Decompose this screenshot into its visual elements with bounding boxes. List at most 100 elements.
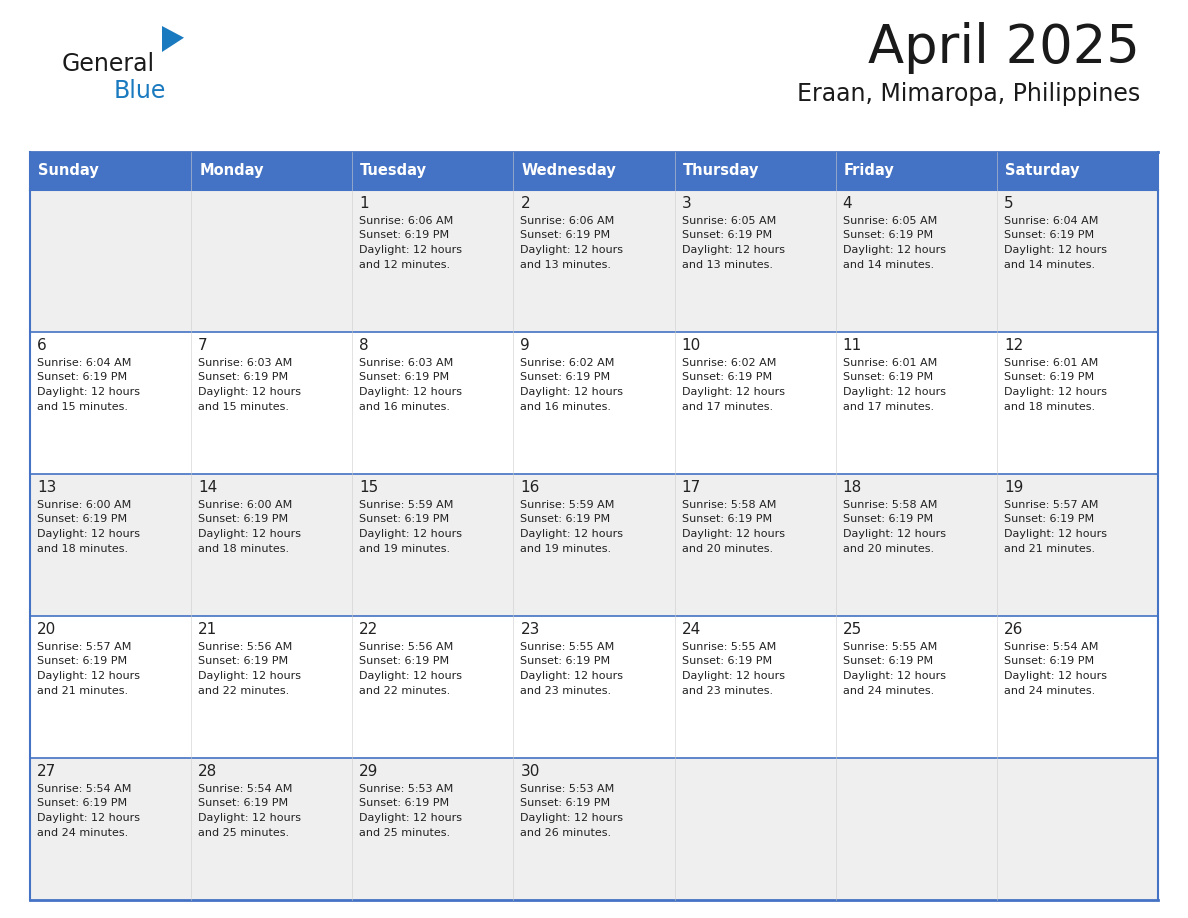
Text: Sunrise: 5:58 AM: Sunrise: 5:58 AM — [842, 500, 937, 510]
Text: General: General — [62, 52, 156, 76]
Text: Sunset: 6:19 PM: Sunset: 6:19 PM — [520, 656, 611, 666]
Text: 18: 18 — [842, 480, 862, 495]
Text: 1: 1 — [359, 196, 369, 211]
Text: Daylight: 12 hours: Daylight: 12 hours — [37, 813, 140, 823]
Text: Sunset: 6:19 PM: Sunset: 6:19 PM — [359, 230, 449, 241]
Text: and 19 minutes.: and 19 minutes. — [520, 543, 612, 554]
Text: Sunset: 6:19 PM: Sunset: 6:19 PM — [198, 656, 289, 666]
Text: Sunrise: 5:54 AM: Sunrise: 5:54 AM — [1004, 642, 1098, 652]
Text: Daylight: 12 hours: Daylight: 12 hours — [1004, 529, 1107, 539]
Text: Sunrise: 5:54 AM: Sunrise: 5:54 AM — [37, 784, 132, 794]
Text: Sunrise: 6:05 AM: Sunrise: 6:05 AM — [842, 216, 937, 226]
Text: 23: 23 — [520, 622, 539, 637]
Text: Daylight: 12 hours: Daylight: 12 hours — [520, 529, 624, 539]
Text: and 26 minutes.: and 26 minutes. — [520, 827, 612, 837]
Text: Sunrise: 5:55 AM: Sunrise: 5:55 AM — [520, 642, 614, 652]
Bar — [30, 758, 1158, 900]
Text: Sunrise: 5:55 AM: Sunrise: 5:55 AM — [842, 642, 937, 652]
Text: Sunset: 6:19 PM: Sunset: 6:19 PM — [1004, 656, 1094, 666]
Text: 22: 22 — [359, 622, 379, 637]
Text: 29: 29 — [359, 764, 379, 779]
Text: and 19 minutes.: and 19 minutes. — [359, 543, 450, 554]
Text: and 15 minutes.: and 15 minutes. — [198, 401, 289, 411]
Text: Sunset: 6:19 PM: Sunset: 6:19 PM — [359, 514, 449, 524]
Text: 12: 12 — [1004, 338, 1023, 353]
Text: Sunrise: 6:00 AM: Sunrise: 6:00 AM — [37, 500, 131, 510]
Text: and 18 minutes.: and 18 minutes. — [198, 543, 289, 554]
Text: Daylight: 12 hours: Daylight: 12 hours — [1004, 387, 1107, 397]
Text: Daylight: 12 hours: Daylight: 12 hours — [37, 671, 140, 681]
Text: Daylight: 12 hours: Daylight: 12 hours — [842, 387, 946, 397]
Text: Sunset: 6:19 PM: Sunset: 6:19 PM — [520, 373, 611, 383]
Text: Daylight: 12 hours: Daylight: 12 hours — [359, 387, 462, 397]
Text: and 17 minutes.: and 17 minutes. — [842, 401, 934, 411]
Text: Daylight: 12 hours: Daylight: 12 hours — [520, 245, 624, 255]
Text: 4: 4 — [842, 196, 852, 211]
Text: Sunday: Sunday — [38, 163, 99, 178]
Text: Thursday: Thursday — [683, 163, 759, 178]
Text: 6: 6 — [37, 338, 46, 353]
Text: Sunrise: 6:03 AM: Sunrise: 6:03 AM — [359, 358, 454, 368]
Text: Sunset: 6:19 PM: Sunset: 6:19 PM — [682, 656, 772, 666]
Text: and 23 minutes.: and 23 minutes. — [520, 686, 612, 696]
Text: Sunrise: 5:56 AM: Sunrise: 5:56 AM — [359, 642, 454, 652]
Bar — [30, 190, 1158, 332]
Text: and 15 minutes.: and 15 minutes. — [37, 401, 128, 411]
Text: and 13 minutes.: and 13 minutes. — [520, 260, 612, 270]
Text: Sunrise: 6:04 AM: Sunrise: 6:04 AM — [37, 358, 132, 368]
Text: and 21 minutes.: and 21 minutes. — [37, 686, 128, 696]
Text: Daylight: 12 hours: Daylight: 12 hours — [520, 813, 624, 823]
Text: Eraan, Mimaropa, Philippines: Eraan, Mimaropa, Philippines — [797, 82, 1140, 106]
Text: 30: 30 — [520, 764, 539, 779]
Text: and 13 minutes.: and 13 minutes. — [682, 260, 772, 270]
Text: Sunrise: 6:01 AM: Sunrise: 6:01 AM — [1004, 358, 1098, 368]
Text: Blue: Blue — [114, 79, 166, 103]
Text: Daylight: 12 hours: Daylight: 12 hours — [359, 529, 462, 539]
Text: Sunset: 6:19 PM: Sunset: 6:19 PM — [842, 230, 933, 241]
Text: Sunrise: 6:03 AM: Sunrise: 6:03 AM — [198, 358, 292, 368]
Text: Daylight: 12 hours: Daylight: 12 hours — [198, 387, 301, 397]
Text: Sunset: 6:19 PM: Sunset: 6:19 PM — [359, 373, 449, 383]
Text: Daylight: 12 hours: Daylight: 12 hours — [842, 529, 946, 539]
Text: Sunrise: 6:00 AM: Sunrise: 6:00 AM — [198, 500, 292, 510]
Bar — [30, 152, 1158, 190]
Text: Tuesday: Tuesday — [360, 163, 428, 178]
Text: 19: 19 — [1004, 480, 1023, 495]
Text: Daylight: 12 hours: Daylight: 12 hours — [1004, 245, 1107, 255]
Text: Sunset: 6:19 PM: Sunset: 6:19 PM — [682, 373, 772, 383]
Text: Daylight: 12 hours: Daylight: 12 hours — [198, 529, 301, 539]
Text: Sunset: 6:19 PM: Sunset: 6:19 PM — [842, 514, 933, 524]
Bar — [30, 332, 1158, 474]
Text: Sunset: 6:19 PM: Sunset: 6:19 PM — [1004, 514, 1094, 524]
Bar — [30, 616, 1158, 758]
Bar — [30, 474, 1158, 616]
Text: Sunrise: 5:59 AM: Sunrise: 5:59 AM — [359, 500, 454, 510]
Text: Daylight: 12 hours: Daylight: 12 hours — [682, 245, 784, 255]
Text: Sunrise: 5:56 AM: Sunrise: 5:56 AM — [198, 642, 292, 652]
Text: and 22 minutes.: and 22 minutes. — [198, 686, 290, 696]
Text: and 20 minutes.: and 20 minutes. — [842, 543, 934, 554]
Text: and 16 minutes.: and 16 minutes. — [520, 401, 612, 411]
Text: Sunset: 6:19 PM: Sunset: 6:19 PM — [682, 514, 772, 524]
Text: 10: 10 — [682, 338, 701, 353]
Text: and 20 minutes.: and 20 minutes. — [682, 543, 772, 554]
Text: Daylight: 12 hours: Daylight: 12 hours — [359, 671, 462, 681]
Text: Daylight: 12 hours: Daylight: 12 hours — [198, 671, 301, 681]
Text: Daylight: 12 hours: Daylight: 12 hours — [842, 245, 946, 255]
Text: Sunrise: 5:57 AM: Sunrise: 5:57 AM — [1004, 500, 1098, 510]
Text: and 16 minutes.: and 16 minutes. — [359, 401, 450, 411]
Text: Sunset: 6:19 PM: Sunset: 6:19 PM — [37, 799, 127, 809]
Text: Sunset: 6:19 PM: Sunset: 6:19 PM — [520, 799, 611, 809]
Text: Daylight: 12 hours: Daylight: 12 hours — [520, 671, 624, 681]
Text: and 18 minutes.: and 18 minutes. — [37, 543, 128, 554]
Text: 7: 7 — [198, 338, 208, 353]
Text: Sunrise: 6:02 AM: Sunrise: 6:02 AM — [520, 358, 615, 368]
Text: 21: 21 — [198, 622, 217, 637]
Text: Monday: Monday — [200, 163, 264, 178]
Text: Sunset: 6:19 PM: Sunset: 6:19 PM — [520, 514, 611, 524]
Text: 25: 25 — [842, 622, 862, 637]
Text: April 2025: April 2025 — [868, 22, 1140, 74]
Text: 28: 28 — [198, 764, 217, 779]
Text: 14: 14 — [198, 480, 217, 495]
Text: Daylight: 12 hours: Daylight: 12 hours — [1004, 671, 1107, 681]
